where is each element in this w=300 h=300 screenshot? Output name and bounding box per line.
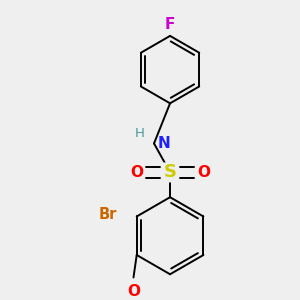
- Text: H: H: [135, 127, 145, 140]
- Text: O: O: [130, 165, 143, 180]
- Text: S: S: [164, 163, 177, 181]
- Text: O: O: [197, 165, 210, 180]
- Text: Br: Br: [99, 207, 117, 222]
- Text: F: F: [165, 17, 175, 32]
- Text: N: N: [157, 136, 170, 151]
- Text: O: O: [127, 284, 140, 299]
